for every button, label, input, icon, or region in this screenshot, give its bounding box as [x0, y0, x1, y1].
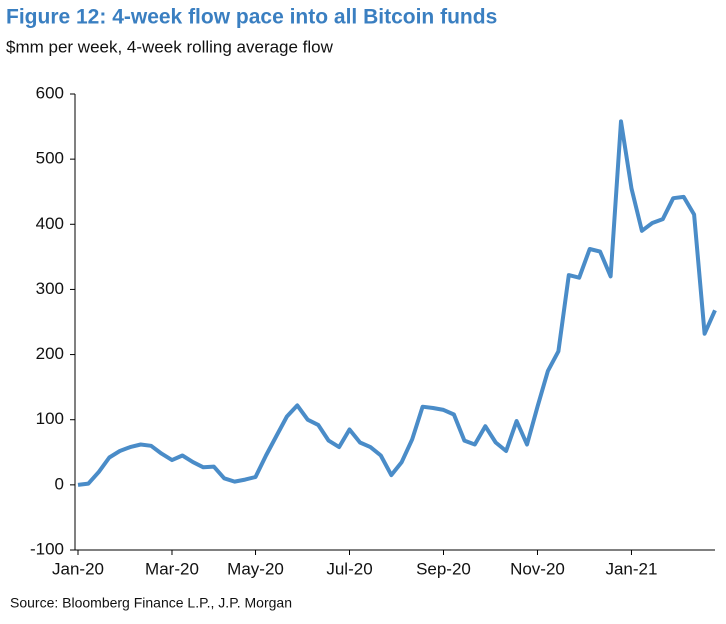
y-tick-label: 400: [36, 214, 64, 233]
chart-title: Figure 12: 4-week flow pace into all Bit…: [6, 6, 497, 29]
y-tick-label: 600: [36, 83, 64, 102]
y-tick-label: 100: [36, 409, 64, 428]
x-tick-label: Jan-21: [605, 559, 657, 578]
x-tick-label: Jul-20: [326, 559, 372, 578]
x-tick-label: Sep-20: [416, 559, 471, 578]
y-tick-label: 300: [36, 279, 64, 298]
x-tick-label: May-20: [227, 559, 284, 578]
data-line: [77, 119, 717, 487]
y-tick-label: -100: [30, 539, 64, 558]
y-tick-label: 200: [36, 344, 64, 363]
x-tick-label: Nov-20: [510, 559, 565, 578]
y-tick-label: 0: [55, 474, 64, 493]
chart-subtitle: $mm per week, 4-week rolling average flo…: [6, 37, 334, 56]
x-tick-label: Jan-20: [52, 559, 104, 578]
source-note: Source: Bloomberg Finance L.P., J.P. Mor…: [10, 595, 292, 611]
y-tick-label: 500: [36, 149, 64, 168]
x-tick-label: Mar-20: [145, 559, 199, 578]
